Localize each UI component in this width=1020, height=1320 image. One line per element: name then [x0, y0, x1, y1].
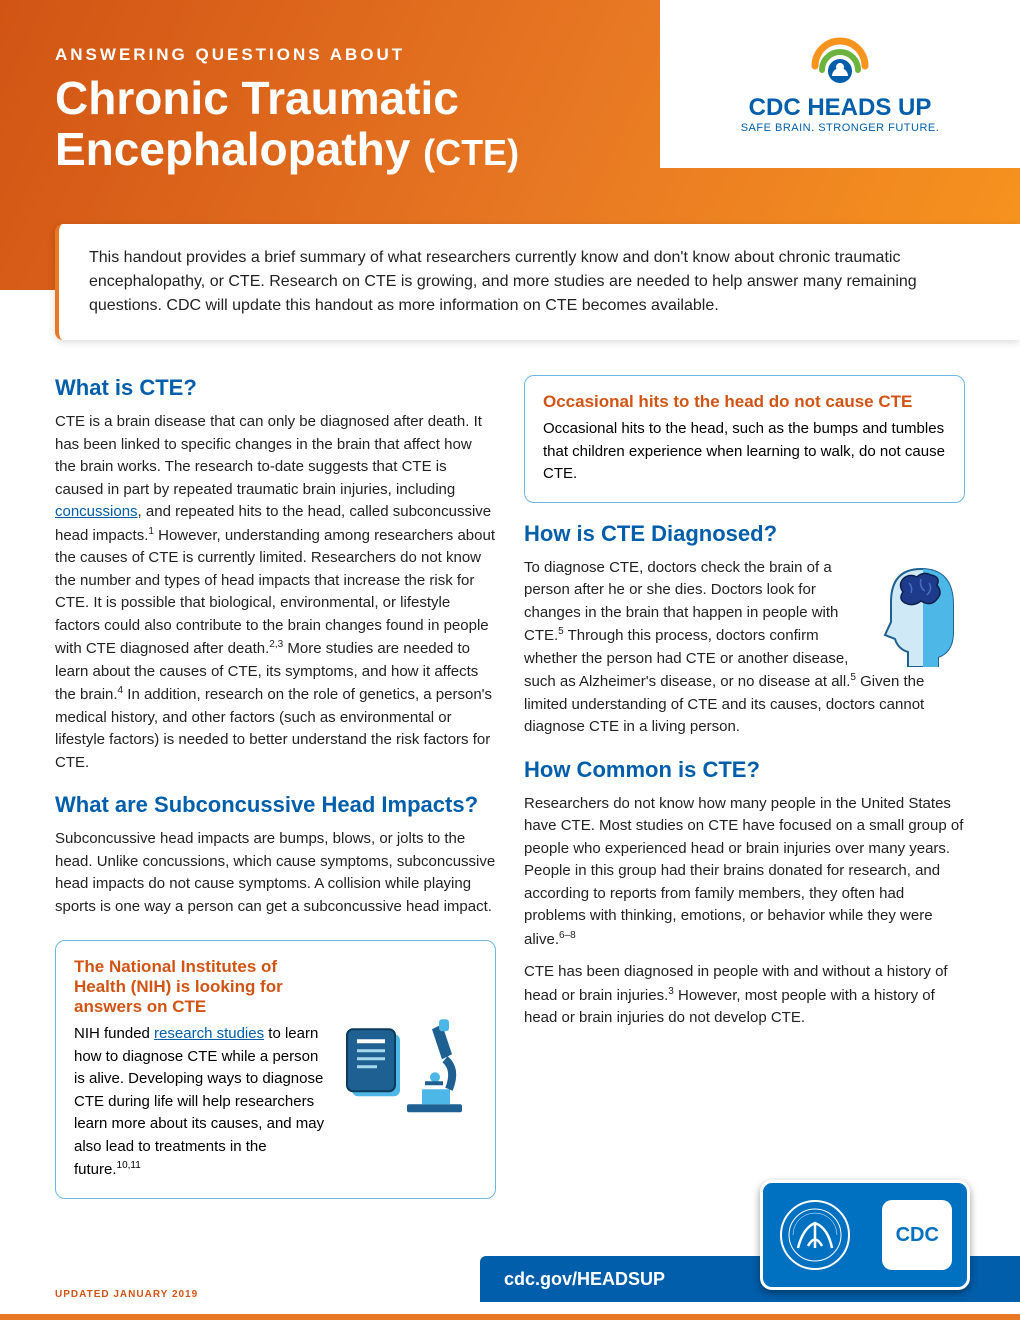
- how-common-body2: CTE has been diagnosed in people with an…: [524, 961, 965, 1030]
- section-title-what-is-cte: What is CTE?: [55, 375, 496, 401]
- what-is-cte-body: CTE is a brain disease that can only be …: [55, 411, 496, 774]
- nih-callout-body: NIH funded research studies to learn how…: [74, 1023, 327, 1182]
- occasional-callout: Occasional hits to the head do not cause…: [524, 375, 965, 503]
- section-title-subconcussive: What are Subconcussive Head Impacts?: [55, 792, 496, 818]
- headsup-logo-icon: [805, 34, 875, 89]
- header-banner: ANSWERING QUESTIONS ABOUT Chronic Trauma…: [0, 0, 1020, 290]
- cdc-badge: CDC: [882, 1200, 952, 1270]
- nih-callout: The National Institutes of Health (NIH) …: [55, 940, 496, 1199]
- occasional-callout-body: Occasional hits to the head, such as the…: [543, 418, 946, 486]
- intro-text: This handout provides a brief summary of…: [89, 246, 990, 318]
- logo-tagline: SAFE BRAIN. STRONGER FUTURE.: [741, 122, 940, 134]
- logo-brand: CDC HEADS UP: [749, 94, 932, 122]
- nih-callout-title: The National Institutes of Health (NIH) …: [74, 957, 327, 1017]
- bottom-edge: [0, 1314, 1020, 1320]
- hhs-seal-icon: [778, 1198, 853, 1273]
- content-columns: What is CTE? CTE is a brain disease that…: [0, 290, 1020, 1213]
- how-common-body1: Researchers do not know how many people …: [524, 793, 965, 952]
- microscope-icon: [337, 957, 477, 1182]
- logo-panel: CDC HEADS UP SAFE BRAIN. STRONGER FUTURE…: [660, 0, 1020, 168]
- footer-strip: cdc.gov/HEADSUP CDC: [480, 1172, 1020, 1302]
- left-column: What is CTE? CTE is a brain disease that…: [55, 375, 496, 1213]
- occasional-callout-title: Occasional hits to the head do not cause…: [543, 392, 946, 412]
- brain-head-icon: [873, 557, 965, 667]
- intro-card: This handout provides a brief summary of…: [55, 224, 1020, 340]
- research-studies-link[interactable]: research studies: [154, 1025, 264, 1042]
- updated-date: UPDATED JANUARY 2019: [55, 1289, 198, 1300]
- right-column: Occasional hits to the head do not cause…: [524, 375, 965, 1213]
- section-title-how-common: How Common is CTE?: [524, 757, 965, 783]
- subconcussive-body: Subconcussive head impacts are bumps, bl…: [55, 828, 496, 918]
- concussions-link[interactable]: concussions: [55, 503, 138, 520]
- section-title-diagnosed: How is CTE Diagnosed?: [524, 521, 965, 547]
- agency-badges: CDC: [760, 1180, 970, 1290]
- footer-url[interactable]: cdc.gov/HEADSUP: [504, 1269, 665, 1290]
